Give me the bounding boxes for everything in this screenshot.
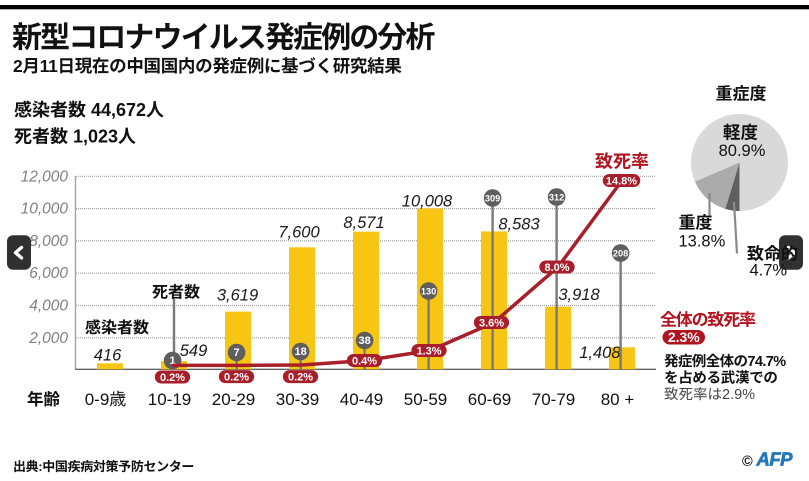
svg-text:10,008: 10,008 (402, 193, 453, 211)
svg-text:を占める武漢での: を占める武漢での (664, 370, 778, 387)
svg-text:2月11日現在の中国国内の発症例に基づく研究結果: 2月11日現在の中国国内の発症例に基づく研究結果 (13, 56, 402, 76)
svg-text:3,619: 3,619 (217, 287, 258, 305)
svg-text:2,000: 2,000 (28, 330, 68, 347)
svg-text:重症度: 重症度 (716, 85, 767, 104)
svg-text:致死率: 致死率 (595, 152, 649, 172)
svg-text:1: 1 (170, 355, 176, 367)
svg-text:416: 416 (94, 347, 122, 365)
svg-text:8,583: 8,583 (498, 216, 540, 234)
svg-text:10,000: 10,000 (21, 201, 69, 218)
svg-text:208: 208 (613, 248, 628, 258)
svg-text:130: 130 (421, 286, 436, 296)
svg-text:12,000: 12,000 (21, 168, 69, 185)
svg-text:0.2%: 0.2% (288, 372, 313, 384)
svg-text:70-79: 70-79 (532, 390, 575, 409)
svg-text:14.8%: 14.8% (606, 175, 637, 187)
svg-text:6,000: 6,000 (29, 265, 68, 282)
svg-text:20-29: 20-29 (212, 390, 255, 409)
svg-text:全体の致死率: 全体の致死率 (660, 311, 756, 330)
svg-text:出典:中国疾病対策予防センター: 出典:中国疾病対策予防センター (13, 459, 194, 474)
svg-text:新型コロナウイルス発症例の分析: 新型コロナウイルス発症例の分析 (12, 22, 435, 55)
svg-text:10-19: 10-19 (148, 390, 191, 409)
svg-text:死者数 1,023人: 死者数 1,023人 (14, 127, 136, 147)
svg-text:80 +: 80 + (601, 390, 635, 409)
svg-text:549: 549 (180, 342, 208, 360)
svg-text:60-69: 60-69 (468, 390, 511, 409)
svg-text:1.3%: 1.3% (416, 345, 441, 357)
svg-text:7,600: 7,600 (278, 224, 320, 242)
svg-text:0.2%: 0.2% (224, 372, 249, 384)
svg-text:40-49: 40-49 (340, 390, 383, 409)
svg-text:8.0%: 8.0% (544, 262, 569, 274)
svg-text:1,408: 1,408 (579, 344, 621, 362)
svg-text:死者数: 死者数 (152, 284, 200, 302)
svg-text:3,918: 3,918 (558, 286, 600, 304)
svg-text:4,000: 4,000 (29, 298, 68, 315)
svg-text:3.6%: 3.6% (479, 317, 504, 329)
svg-text:致死率は2.9%: 致死率は2.9% (664, 386, 755, 403)
svg-text:©: © (742, 454, 753, 470)
svg-text:80.9%: 80.9% (719, 142, 766, 160)
svg-text:7: 7 (234, 347, 240, 359)
svg-text:AFP: AFP (756, 449, 794, 470)
svg-text:309: 309 (485, 193, 500, 203)
svg-text:感染者数 44,672人: 感染者数 44,672人 (14, 100, 164, 120)
svg-text:312: 312 (549, 192, 564, 202)
svg-text:13.8%: 13.8% (679, 232, 726, 250)
svg-text:重度: 重度 (679, 214, 713, 233)
svg-text:年齢: 年齢 (27, 390, 61, 409)
svg-text:発症例全体の74.7%: 発症例全体の74.7% (664, 353, 786, 370)
svg-text:8,571: 8,571 (343, 214, 384, 232)
svg-text:感染者数: 感染者数 (85, 319, 149, 337)
svg-text:30-39: 30-39 (276, 390, 319, 409)
svg-text:2.3%: 2.3% (668, 329, 700, 345)
svg-text:8,000: 8,000 (29, 233, 68, 250)
svg-text:0-9歳: 0-9歳 (85, 390, 127, 409)
svg-text:4.7%: 4.7% (750, 261, 788, 279)
svg-text:38: 38 (358, 335, 370, 347)
svg-text:致命的: 致命的 (747, 245, 798, 264)
svg-text:18: 18 (294, 346, 306, 358)
svg-text:0.2%: 0.2% (160, 372, 185, 384)
svg-text:0.4%: 0.4% (352, 355, 377, 367)
svg-text:軽度: 軽度 (723, 123, 758, 143)
svg-text:50-59: 50-59 (404, 390, 447, 409)
